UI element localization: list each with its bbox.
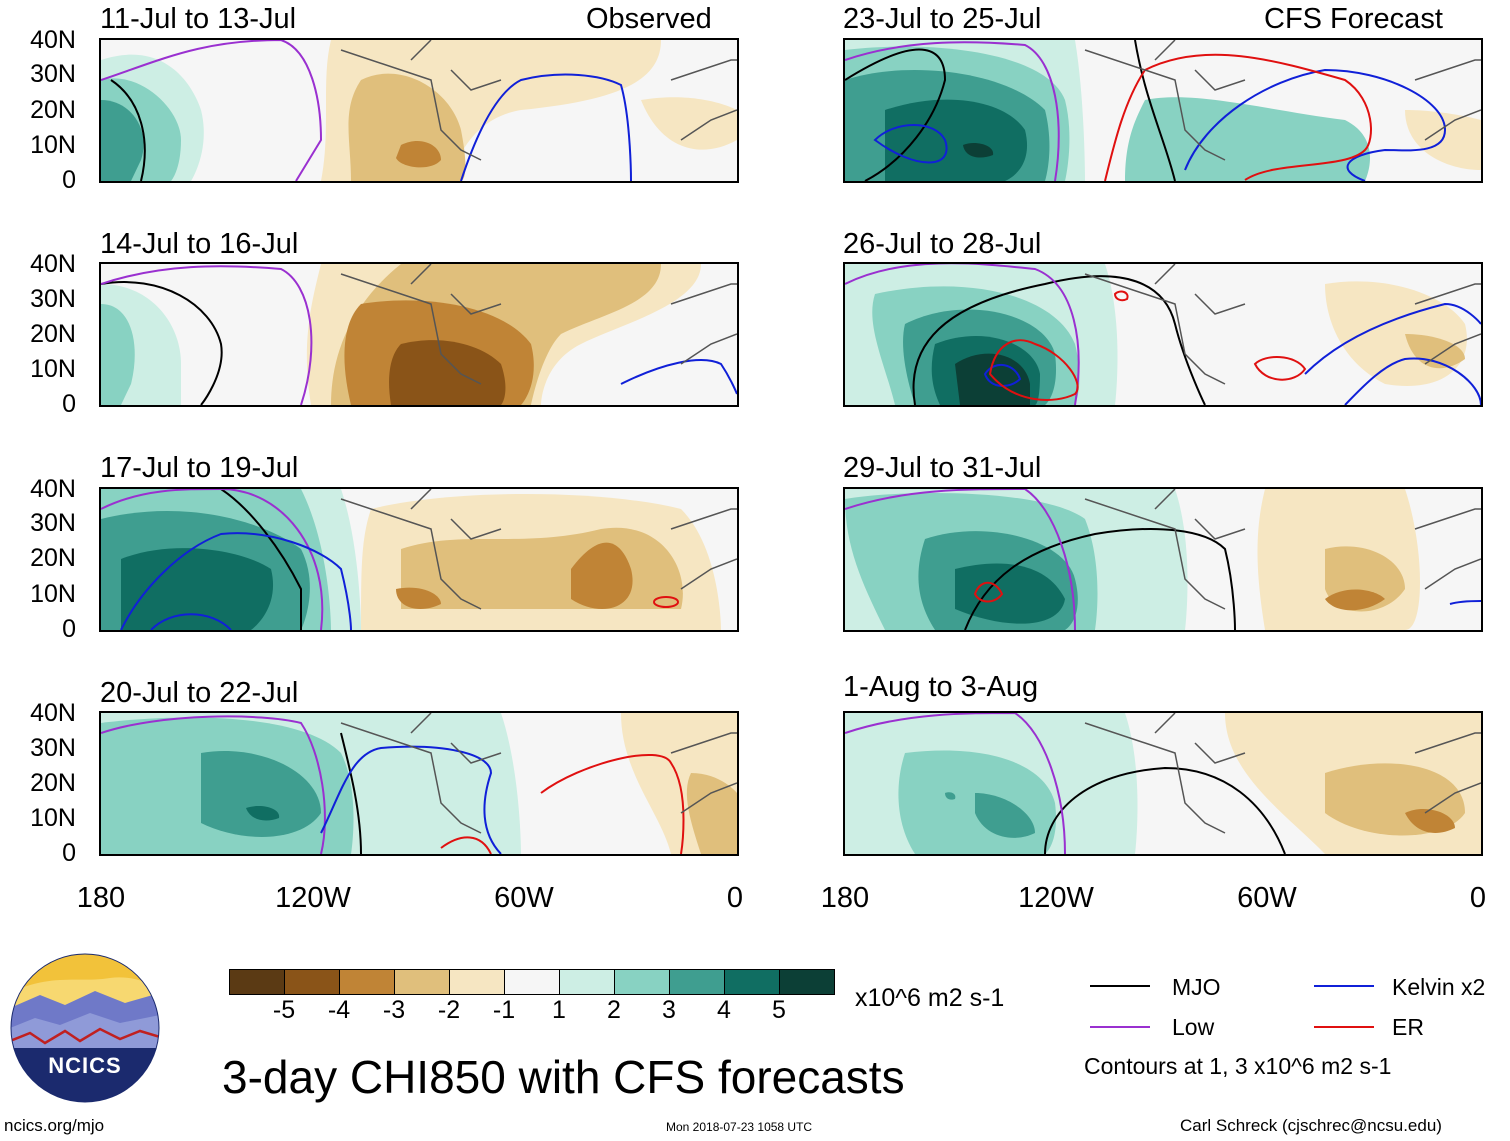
main-title: 3-day CHI850 with CFS forecasts [222, 1051, 905, 1103]
lat-label: 0 [62, 839, 76, 867]
lat-label: 20N [30, 96, 76, 124]
colorbar-tick: -5 [272, 996, 296, 1024]
legend-line-mjo [1090, 985, 1150, 987]
colorbar-swatch [339, 970, 394, 994]
footer-timestamp: Mon 2018-07-23 1058 UTC [666, 1120, 813, 1134]
lat-label: 0 [62, 615, 76, 643]
panel-title-7: 29-Jul to 31-Jul [843, 452, 1042, 484]
map-graphic [845, 40, 1481, 181]
logo-text: NCICS [48, 1053, 122, 1078]
legend-label-low: Low [1172, 1014, 1215, 1040]
map-panel-forecast-2 [843, 262, 1483, 407]
colorbar-tick: 2 [607, 996, 621, 1024]
lat-label: 30N [30, 734, 76, 762]
lon-label: 180 [820, 882, 870, 914]
lat-label: 20N [30, 769, 76, 797]
lon-label: 120W [1018, 882, 1094, 914]
map-panel-forecast-3 [843, 487, 1483, 632]
lat-label: 30N [30, 509, 76, 537]
lon-label: 60W [1237, 882, 1297, 914]
lat-label: 10N [30, 131, 76, 159]
legend-line-er [1314, 1026, 1374, 1028]
legend-label-er: ER [1392, 1014, 1424, 1040]
panel-title-2: 14-Jul to 16-Jul [100, 228, 299, 260]
lat-label: 40N [30, 475, 76, 503]
lon-label: 120W [275, 882, 351, 914]
lat-label: 30N [30, 285, 76, 313]
footer-website[interactable]: ncics.org/mjo [4, 1116, 105, 1135]
lat-label: 0 [62, 166, 76, 194]
colorbar-swatch [614, 970, 669, 994]
colorbar-swatch [724, 970, 779, 994]
panel-title-6: 26-Jul to 28-Jul [843, 228, 1042, 260]
lat-label: 40N [30, 26, 76, 54]
lat-label: 10N [30, 804, 76, 832]
panel-title-8: 1-Aug to 3-Aug [843, 671, 1039, 703]
colorbar-tick: 5 [772, 996, 786, 1024]
map-panel-observed-2 [99, 262, 739, 407]
colorbar-tick: 3 [662, 996, 676, 1024]
colorbar-swatch [559, 970, 614, 994]
map-panel-forecast-4 [843, 711, 1483, 856]
lon-label: 60W [494, 882, 554, 914]
colorbar-swatch [669, 970, 724, 994]
colorbar-tick: 1 [552, 996, 566, 1024]
colorbar-swatch [284, 970, 339, 994]
lon-label: 0 [1469, 882, 1487, 914]
colorbar-tick: -1 [492, 996, 516, 1024]
legend-label-mjo: MJO [1172, 974, 1221, 1000]
map-graphic [845, 713, 1481, 854]
panel-title-3: 17-Jul to 19-Jul [100, 452, 299, 484]
lon-label: 0 [726, 882, 744, 914]
lat-label: 10N [30, 355, 76, 383]
panel-title-4: 20-Jul to 22-Jul [100, 677, 299, 709]
map-graphic [845, 264, 1481, 405]
colorbar-swatch [504, 970, 559, 994]
legend-line-low [1090, 1026, 1150, 1028]
map-panel-observed-4 [99, 711, 739, 856]
map-graphic [101, 489, 737, 630]
observed-label: Observed [586, 3, 712, 35]
lat-label: 20N [30, 544, 76, 572]
map-panel-forecast-1 [843, 38, 1483, 183]
lon-label: 180 [76, 882, 126, 914]
lat-label: 40N [30, 699, 76, 727]
panel-title-1: 11-Jul to 13-Jul [100, 3, 297, 35]
footer-author: Carl Schreck (cjschrec@ncsu.edu) [1180, 1116, 1442, 1135]
lat-label: 10N [30, 580, 76, 608]
map-graphic [101, 40, 737, 181]
colorbar-tick: 4 [717, 996, 731, 1024]
colorbar-tick: -2 [437, 996, 461, 1024]
map-graphic [845, 489, 1481, 630]
legend-label-kelvin: Kelvin x2 [1392, 974, 1486, 1000]
map-panel-observed-3 [99, 487, 739, 632]
colorbar [229, 969, 835, 995]
colorbar-swatch [449, 970, 504, 994]
colorbar-units: x10^6 m2 s-1 [855, 984, 1005, 1012]
map-panel-observed-1 [99, 38, 739, 183]
colorbar-tick: -3 [382, 996, 406, 1024]
lat-label: 0 [62, 390, 76, 418]
colorbar-swatch [230, 970, 284, 994]
colorbar-swatch [779, 970, 834, 994]
legend-line-kelvin [1314, 985, 1374, 987]
map-graphic [101, 713, 737, 854]
lat-label: 30N [30, 60, 76, 88]
panel-title-5: 23-Jul to 25-Jul [843, 3, 1042, 35]
map-graphic [101, 264, 737, 405]
logo-graphic [10, 953, 160, 1103]
ncics-logo: NCICS [10, 953, 160, 1103]
colorbar-tick: -4 [327, 996, 351, 1024]
lat-label: 20N [30, 320, 76, 348]
lat-label: 40N [30, 250, 76, 278]
legend-contours-note: Contours at 1, 3 x10^6 m2 s-1 [1084, 1053, 1392, 1079]
forecast-label: CFS Forecast [1264, 3, 1443, 35]
colorbar-swatch [394, 970, 449, 994]
